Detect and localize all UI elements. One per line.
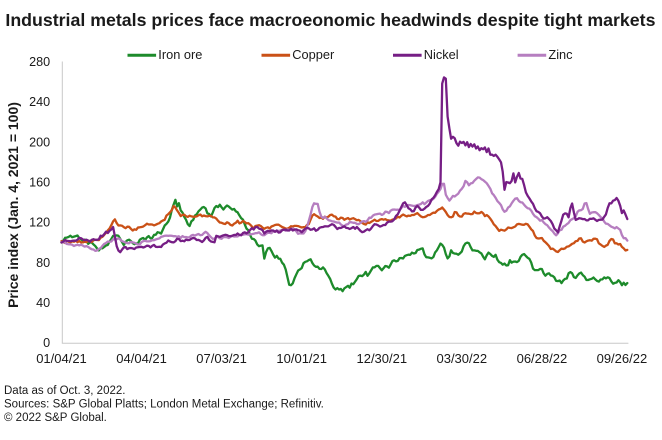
svg-text:12/30/21: 12/30/21 [356,351,407,366]
svg-text:03/30/22: 03/30/22 [436,351,487,366]
svg-text:240: 240 [29,95,50,109]
svg-text:Data as of Oct. 3, 2022.: Data as of Oct. 3, 2022. [4,385,125,397]
svg-text:Nickel: Nickel [424,47,459,62]
svg-text:200: 200 [29,135,50,149]
svg-text:Zinc: Zinc [548,47,573,62]
svg-text:80: 80 [36,256,50,270]
svg-text:09/26/22: 09/26/22 [597,351,648,366]
svg-text:01/04/21: 01/04/21 [36,351,87,366]
svg-text:© 2022 S&P Global.: © 2022 S&P Global. [4,412,107,424]
svg-text:Price index (Jan. 4, 2021 = 10: Price index (Jan. 4, 2021 = 100) [5,102,21,308]
svg-text:Industrial metals prices face: Industrial metals prices face macroeonom… [5,10,655,30]
svg-text:0: 0 [43,336,50,350]
svg-text:120: 120 [29,216,50,230]
svg-text:07/03/21: 07/03/21 [196,351,247,366]
svg-text:04/04/21: 04/04/21 [116,351,167,366]
svg-text:10/01/21: 10/01/21 [276,351,327,366]
svg-text:Sources: S&P Global Platts; Lo: Sources: S&P Global Platts; London Metal… [4,399,324,411]
svg-text:160: 160 [29,176,50,190]
svg-text:Iron ore: Iron ore [158,47,202,62]
svg-text:280: 280 [29,55,50,69]
svg-text:Copper: Copper [292,47,335,62]
svg-text:40: 40 [36,296,50,310]
svg-text:06/28/22: 06/28/22 [517,351,568,366]
